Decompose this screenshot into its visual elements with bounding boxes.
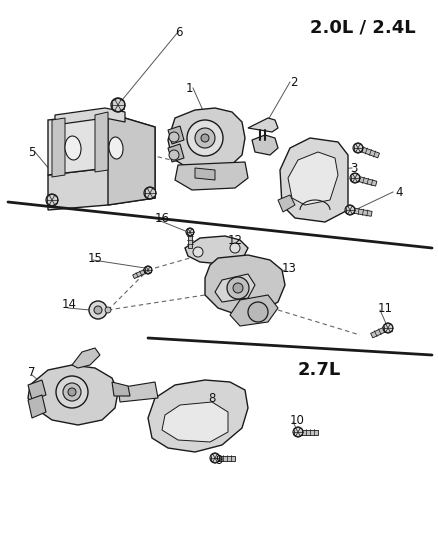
Polygon shape (48, 113, 155, 182)
Polygon shape (371, 326, 389, 338)
Polygon shape (118, 382, 158, 402)
Polygon shape (188, 232, 192, 248)
Polygon shape (133, 268, 149, 279)
Polygon shape (205, 255, 285, 315)
Polygon shape (112, 382, 130, 396)
Polygon shape (55, 108, 125, 125)
Text: 1: 1 (186, 82, 193, 94)
Circle shape (144, 187, 156, 199)
Polygon shape (215, 274, 255, 302)
Polygon shape (185, 236, 248, 264)
Circle shape (111, 98, 125, 112)
Circle shape (89, 301, 107, 319)
Circle shape (186, 228, 194, 236)
Circle shape (383, 323, 393, 333)
Circle shape (210, 453, 220, 463)
Circle shape (56, 376, 88, 408)
Polygon shape (72, 348, 100, 368)
Text: 5: 5 (28, 146, 35, 158)
Text: 4: 4 (395, 185, 403, 198)
Polygon shape (168, 108, 245, 172)
Polygon shape (168, 144, 184, 162)
Ellipse shape (109, 137, 123, 159)
Text: 2.7L: 2.7L (298, 361, 341, 379)
Circle shape (193, 247, 203, 257)
Circle shape (293, 427, 303, 437)
Circle shape (345, 205, 355, 215)
Circle shape (169, 132, 179, 142)
Circle shape (195, 128, 215, 148)
Circle shape (233, 283, 243, 293)
Text: 9: 9 (215, 454, 223, 466)
Circle shape (94, 306, 102, 314)
Polygon shape (357, 146, 380, 158)
Circle shape (187, 120, 223, 156)
Circle shape (105, 307, 111, 313)
Circle shape (248, 302, 268, 322)
Polygon shape (230, 295, 278, 326)
Polygon shape (162, 402, 228, 442)
Polygon shape (28, 395, 46, 418)
Polygon shape (52, 118, 65, 177)
Polygon shape (248, 118, 278, 132)
Circle shape (63, 383, 81, 401)
Polygon shape (350, 207, 372, 216)
Polygon shape (95, 112, 108, 172)
Text: 8: 8 (208, 392, 215, 405)
Circle shape (201, 134, 209, 142)
Circle shape (46, 194, 58, 206)
Polygon shape (288, 152, 338, 205)
Circle shape (68, 388, 76, 396)
Text: 11: 11 (378, 302, 393, 314)
Circle shape (169, 150, 179, 160)
Text: 2.0L / 2.4L: 2.0L / 2.4L (310, 19, 416, 37)
Text: 15: 15 (88, 252, 103, 264)
Polygon shape (280, 138, 348, 222)
Polygon shape (148, 380, 248, 452)
Polygon shape (28, 365, 118, 425)
Text: 16: 16 (155, 212, 170, 224)
Circle shape (353, 143, 363, 153)
Polygon shape (215, 456, 235, 461)
Circle shape (227, 277, 249, 299)
Polygon shape (298, 430, 318, 434)
Polygon shape (195, 168, 215, 180)
Text: 14: 14 (62, 298, 77, 311)
Ellipse shape (65, 136, 81, 160)
Polygon shape (28, 380, 46, 400)
Text: 6: 6 (175, 26, 183, 38)
Polygon shape (48, 168, 155, 210)
Circle shape (230, 243, 240, 253)
Text: 12: 12 (228, 233, 243, 246)
Text: 10: 10 (290, 414, 305, 426)
Polygon shape (252, 135, 278, 155)
Circle shape (144, 266, 152, 274)
Polygon shape (168, 126, 184, 144)
Polygon shape (278, 195, 295, 212)
Polygon shape (175, 162, 248, 190)
Polygon shape (108, 113, 155, 205)
Polygon shape (354, 175, 377, 186)
Circle shape (350, 173, 360, 183)
Text: 3: 3 (350, 161, 357, 174)
Text: 2: 2 (290, 76, 297, 88)
Text: 13: 13 (282, 262, 297, 274)
Text: 7: 7 (28, 366, 35, 378)
